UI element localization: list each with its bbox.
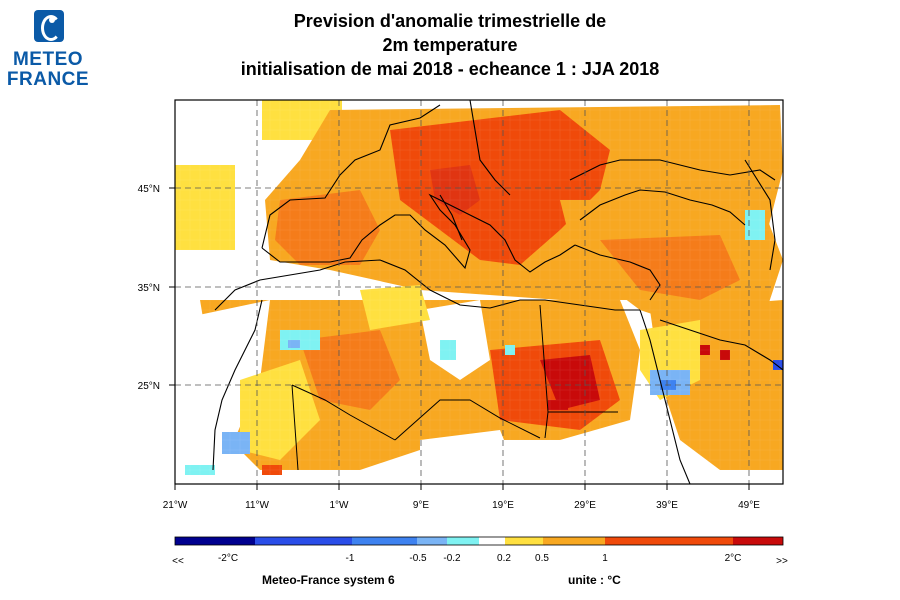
legend-label: -1 — [346, 553, 355, 564]
legend-label: -0.5 — [409, 553, 427, 564]
legend-swatch — [733, 537, 783, 545]
legend-swatch — [505, 537, 543, 545]
lon-tick-label: 1°W — [330, 500, 350, 511]
lon-tick-label: 39°E — [656, 500, 678, 511]
lat-tick-label: 25°N — [138, 381, 160, 392]
model-system-label: Meteo-France system 6 — [262, 573, 395, 587]
legend-swatch — [479, 537, 505, 545]
legend-swatch — [417, 537, 447, 545]
legend-swatch — [447, 537, 479, 545]
lon-tick-label: 11°W — [245, 500, 269, 511]
lon-tick-label: 49°E — [738, 500, 760, 511]
meteo-france-logo: METEO FRANCE — [6, 8, 90, 92]
legend-swatch — [352, 537, 417, 545]
legend-swatch — [605, 537, 733, 545]
legend-label: -0.2 — [443, 553, 461, 564]
lat-tick-label: 45°N — [138, 184, 160, 195]
legend-label: 0.5 — [535, 553, 549, 564]
legend-label: >> — [776, 556, 788, 567]
lon-tick-label: 21°W — [163, 500, 188, 511]
lon-tick-label: 19°E — [492, 500, 514, 511]
lon-tick-label: 9°E — [413, 500, 430, 511]
anomaly-field — [175, 100, 783, 484]
logo-text-france: FRANCE — [6, 69, 90, 90]
title-line-1: Prevision d'anomalie trimestrielle de — [293, 11, 607, 31]
legend-swatch — [255, 537, 352, 545]
title-line-2: 2m temperature — [382, 35, 518, 55]
map-frame — [174, 99, 784, 485]
legend-label: 2°C — [725, 553, 742, 564]
lat-tick-label: 35°N — [138, 283, 160, 294]
map-grid — [175, 100, 783, 484]
unit-label: unite : °C — [568, 573, 621, 587]
lon-tick-label: 29°E — [574, 500, 596, 511]
legend-swatch — [543, 537, 605, 545]
legend-label: 0.2 — [497, 553, 511, 564]
legend-swatch — [175, 537, 255, 545]
legend-label: 1 — [602, 553, 608, 564]
title-line-3: initialisation de mai 2018 - echeance 1 … — [240, 59, 660, 79]
meteo-france-emblem-icon — [34, 10, 64, 42]
color-legend: << -2°C -1 -0.5 -0.2 0.2 0.5 1 2°C >> — [172, 536, 788, 567]
legend-label: << — [172, 556, 184, 567]
legend-label: -2°C — [218, 553, 238, 564]
logo-text-meteo: METEO — [12, 49, 84, 70]
